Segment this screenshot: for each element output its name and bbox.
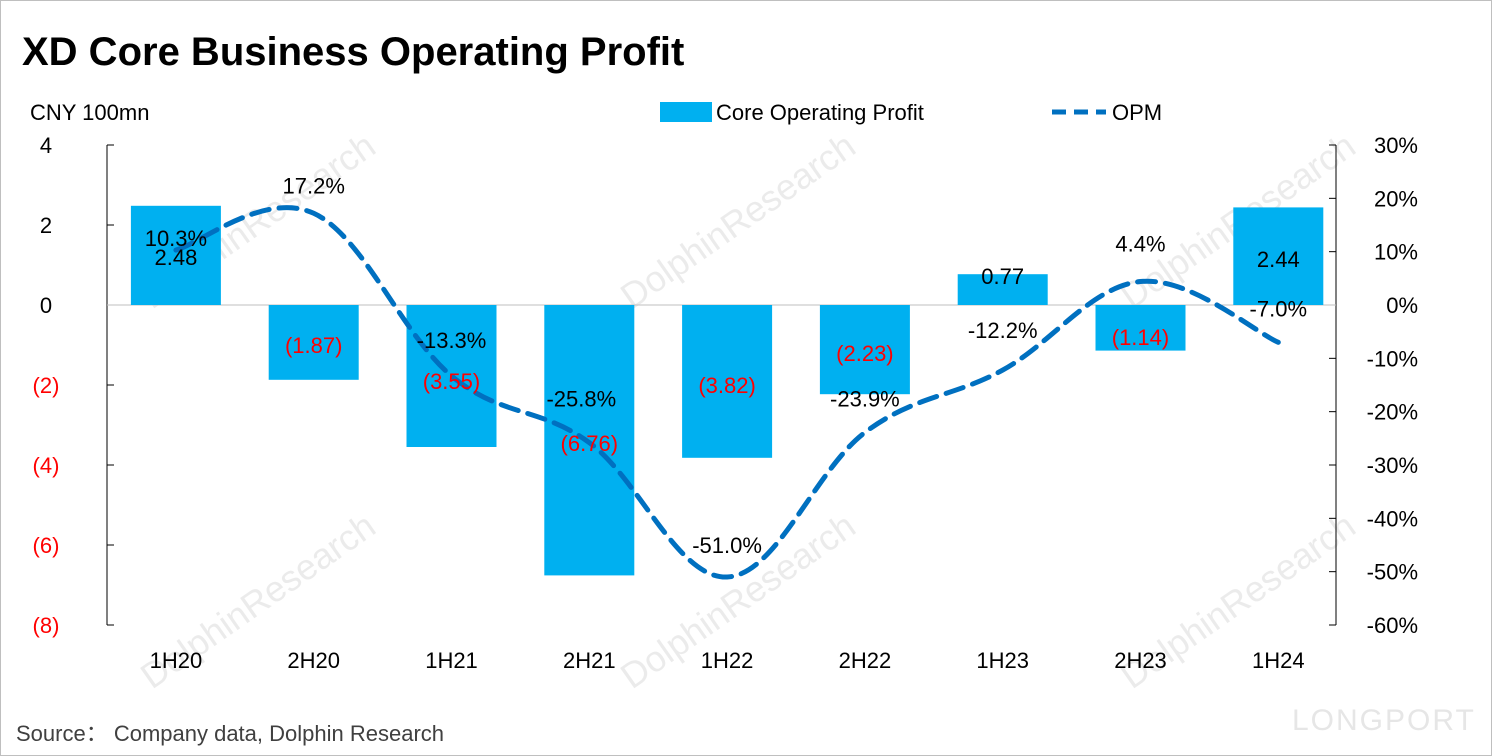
opm-value-label: -25.8%: [546, 387, 616, 412]
right-axis-tick-label: -30%: [1367, 453, 1418, 478]
bar-value-label: (1.14): [1112, 325, 1169, 350]
x-tick-label: 2H22: [839, 648, 892, 673]
bar-value-label: (3.82): [698, 373, 755, 398]
bar: [268, 305, 359, 380]
right-axis-tick-label: 0%: [1386, 293, 1418, 318]
bar-value-label: 2.48: [154, 245, 197, 270]
opm-value-label: -23.9%: [830, 386, 900, 411]
bar-value-label: (2.23): [836, 341, 893, 366]
right-axis-tick-label: -10%: [1367, 346, 1418, 371]
right-axis-tick-label: -50%: [1367, 560, 1418, 585]
opm-value-label: 10.3%: [145, 226, 207, 251]
x-tick-label: 1H22: [701, 648, 754, 673]
x-tick-label: 1H24: [1252, 648, 1305, 673]
opm-value-label: -7.0%: [1250, 296, 1307, 321]
x-tick-label: 1H20: [150, 648, 203, 673]
axes: 4 2 0 (2) (4) (6) (8) 30% 20% 10% 0% -10% -20% -30% -4…: [33, 133, 1418, 673]
left-axis-unit: CNY 100mn: [30, 100, 150, 125]
right-axis-tick-label: -60%: [1367, 613, 1418, 638]
bar-value-label: (3.55): [423, 369, 480, 394]
left-axis-tick-label: 2: [40, 213, 52, 238]
x-tick-label: 1H21: [425, 648, 478, 673]
opm-value-label: 4.4%: [1115, 232, 1165, 257]
brand-watermark: LONGPORT: [1292, 704, 1476, 737]
x-tick-label: 2H21: [563, 648, 616, 673]
x-tick-label: 1H23: [976, 648, 1029, 673]
bar-value-label: 0.77: [981, 264, 1024, 289]
legend-label-line: OPM: [1112, 100, 1162, 125]
x-tick-label: 2H20: [287, 648, 340, 673]
bar-value-label: 2.44: [1257, 247, 1300, 272]
opm-value-label: -51.0%: [692, 533, 762, 558]
opm-value-label: 17.2%: [283, 173, 345, 198]
bar: [1095, 305, 1186, 351]
right-axis-tick-label: 30%: [1374, 133, 1418, 158]
right-axis-tick-label: -40%: [1367, 506, 1418, 531]
bar-value-label: (1.87): [285, 333, 342, 358]
left-axis-tick-label: (6): [33, 533, 60, 558]
legend: Core Operating Profit OPM: [660, 100, 1162, 125]
bar: [1233, 207, 1324, 305]
bar: [957, 274, 1048, 305]
left-axis-tick-label: 4: [40, 133, 52, 158]
opm-value-label: -12.2%: [968, 318, 1038, 343]
bar: [130, 205, 221, 305]
legend-swatch-bar: [660, 102, 712, 122]
right-axis-tick-label: -20%: [1367, 400, 1418, 425]
source-note: Source： Company data, Dolphin Research: [16, 721, 445, 746]
left-axis-tick-label: (8): [33, 613, 60, 638]
bar: [682, 305, 773, 458]
opm-line: [173, 205, 1281, 580]
left-axis-tick-label: (2): [33, 373, 60, 398]
right-axis-tick-label: 10%: [1374, 240, 1418, 265]
x-tick-label: 2H23: [1114, 648, 1167, 673]
bar: [819, 305, 910, 395]
opm-value-label: -13.3%: [417, 328, 487, 353]
legend-label-bar: Core Operating Profit: [716, 100, 924, 125]
bar-value-label: (6.76): [561, 431, 618, 456]
left-axis-tick-label: (4): [33, 453, 60, 478]
left-axis-tick-label: 0: [40, 293, 52, 318]
opm-line-path: [173, 205, 1281, 580]
right-axis-tick-label: 20%: [1374, 186, 1418, 211]
data-labels: 2.48 (1.87) (3.55) (6.76) (3.82) (2.23) 0.77 (1…: [145, 173, 1307, 558]
chart-title: XD Core Business Operating Profit: [22, 30, 685, 74]
